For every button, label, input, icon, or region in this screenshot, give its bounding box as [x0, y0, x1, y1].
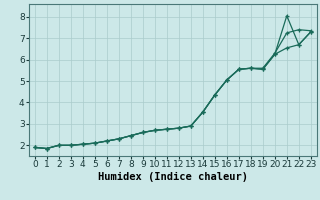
X-axis label: Humidex (Indice chaleur): Humidex (Indice chaleur): [98, 172, 248, 182]
